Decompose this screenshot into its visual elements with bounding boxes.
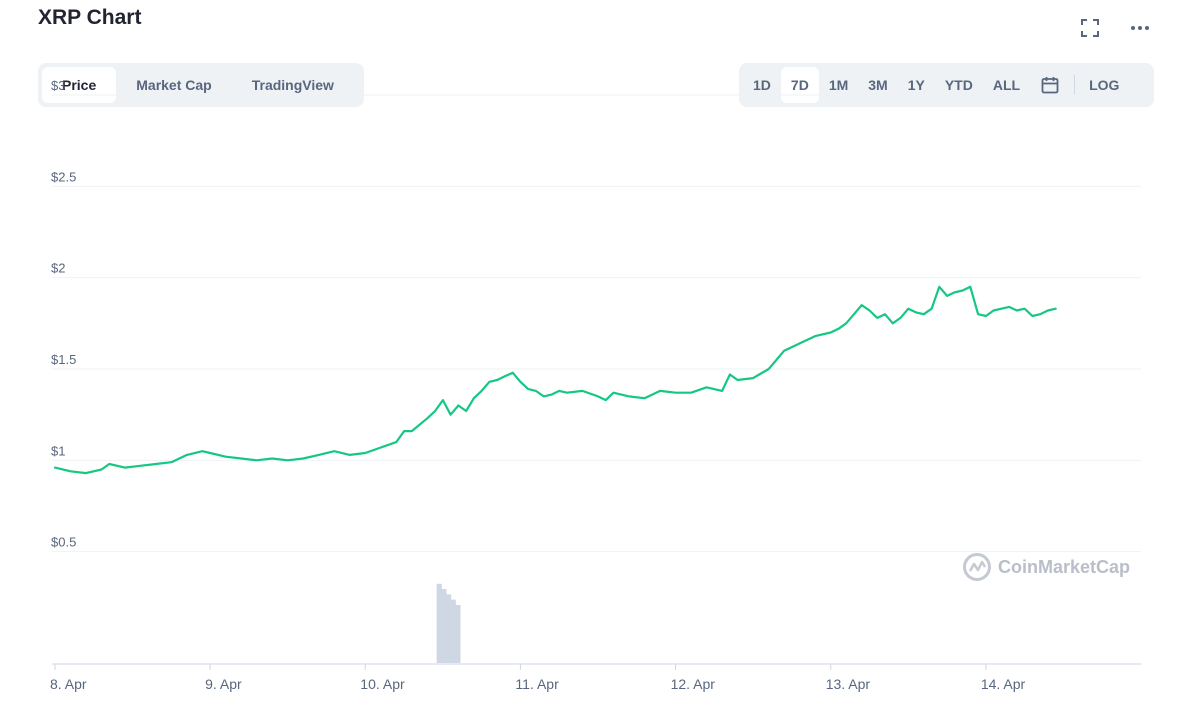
tab-price[interactable]: Price (42, 67, 117, 103)
y-tick-label: $0.5 (51, 535, 76, 550)
range-7d-button[interactable]: 7D (780, 67, 819, 103)
fullscreen-icon[interactable] (1076, 16, 1104, 40)
time-range-selector: 1D 7D 1M 3M 1Y YTD ALL LOG (739, 63, 1154, 107)
tab-market-cap[interactable]: Market Cap (136, 77, 212, 93)
range-1d-button[interactable]: 1D (753, 77, 771, 93)
x-tick-label: 11. Apr (515, 676, 559, 692)
range-all-button[interactable]: ALL (992, 77, 1021, 93)
volume-bar (445, 594, 452, 663)
more-icon[interactable] (1126, 16, 1154, 40)
price-line (53, 285, 1057, 475)
y-tick-label: $2 (51, 261, 65, 276)
chart-type-tabs: Price Market Cap TradingView (38, 63, 364, 107)
page-title: XRP Chart (38, 6, 142, 29)
coinmarketcap-logo-icon (963, 553, 991, 581)
y-tick-label: $3 (51, 78, 65, 93)
range-1y-button[interactable]: 1Y (907, 77, 925, 93)
tab-tradingview[interactable]: TradingView (251, 77, 334, 93)
calendar-icon[interactable] (1030, 67, 1070, 103)
volume-bar (441, 589, 447, 663)
volume-bar (436, 583, 442, 663)
x-tick-label: 8. Apr (50, 676, 87, 692)
y-tick-label: $1.5 (51, 352, 76, 367)
range-ytd-button[interactable]: YTD (944, 77, 973, 93)
range-3m-button[interactable]: 3M (868, 77, 888, 93)
watermark: CoinMarketCap (962, 552, 1130, 582)
toolbar-divider (1074, 75, 1076, 95)
watermark-text: CoinMarketCap (998, 556, 1131, 577)
x-tick-label: 12. Apr (671, 676, 716, 692)
volume-bar (450, 599, 456, 663)
y-tick-label: $2.5 (51, 169, 76, 184)
x-tick-label: 10. Apr (360, 676, 405, 692)
log-scale-button[interactable]: LOG (1089, 77, 1120, 93)
x-tick-label: 14. Apr (981, 676, 1026, 692)
volume-bar (455, 604, 461, 663)
range-1m-button[interactable]: 1M (828, 77, 849, 93)
y-tick-label: $1 (51, 443, 65, 458)
x-tick-label: 9. Apr (205, 676, 242, 692)
x-tick-label: 13. Apr (826, 676, 871, 692)
